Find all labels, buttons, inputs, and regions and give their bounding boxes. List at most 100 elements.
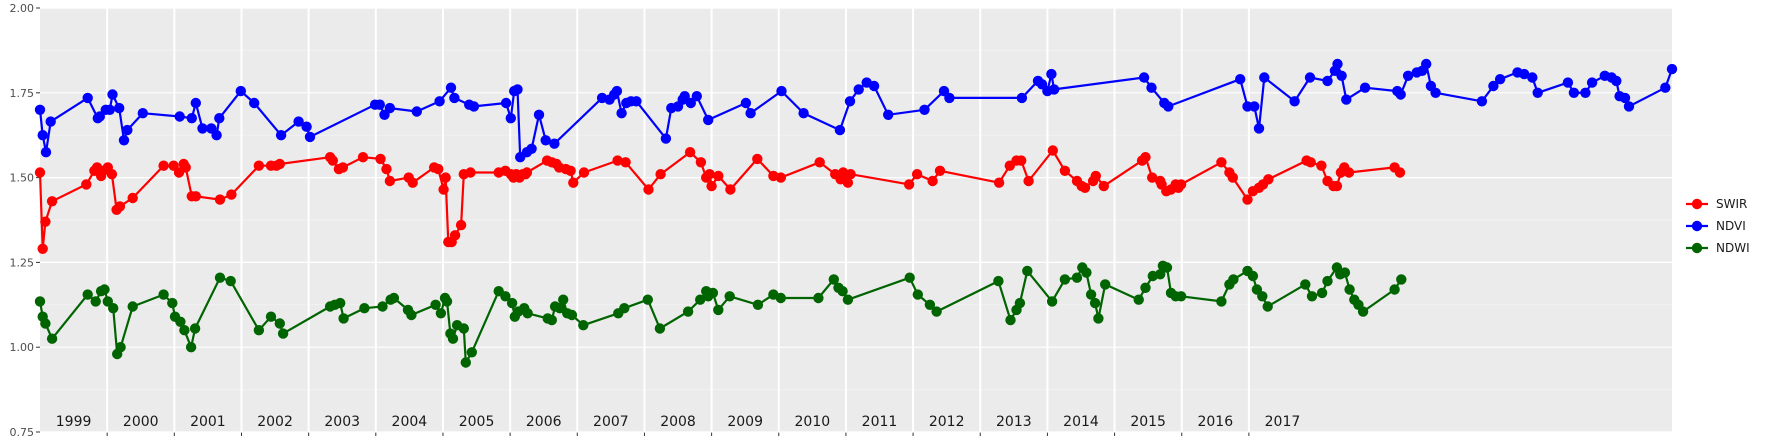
swir-point <box>903 179 915 190</box>
ndwi-point <box>654 323 666 334</box>
ndwi-point <box>1306 291 1318 302</box>
ndvi-point <box>1527 72 1538 83</box>
swir-point <box>934 165 946 176</box>
ndwi-point <box>546 314 557 326</box>
swir-point <box>620 157 631 168</box>
swir-point <box>327 155 338 166</box>
ndvi-point <box>1666 63 1678 75</box>
ndwi-point <box>695 294 706 305</box>
ndvi-point <box>374 99 385 110</box>
ndvi-point <box>740 97 752 109</box>
swir-point <box>845 169 856 180</box>
ndvi-point <box>1304 72 1316 83</box>
swir-point <box>158 160 169 171</box>
year-label: 2014 <box>1063 414 1099 430</box>
swir-point <box>1305 157 1316 168</box>
swir-point <box>1079 182 1091 193</box>
ndwi-point <box>554 303 565 314</box>
legend-key-swir-point <box>1691 198 1703 210</box>
ndwi-point <box>842 294 854 305</box>
swir-point <box>253 160 265 171</box>
swir-point <box>775 172 786 183</box>
ndvi-point <box>445 82 457 93</box>
swir-point <box>375 153 386 165</box>
ndwi-point <box>752 299 764 310</box>
ndwi-point <box>167 297 178 309</box>
ndvi-point <box>1048 84 1060 95</box>
ndvi-point <box>685 97 696 109</box>
swir-point <box>1098 180 1110 192</box>
ndwi-point <box>642 294 653 305</box>
year-label: 2010 <box>795 414 831 430</box>
ndvi-point <box>249 97 260 109</box>
swir-point <box>1090 170 1102 182</box>
year-label: 2017 <box>1265 414 1301 430</box>
swir-point <box>655 169 666 180</box>
ndvi-point <box>1259 72 1270 83</box>
ndwi-point <box>359 303 370 314</box>
ndvi-point <box>82 92 93 104</box>
ndvi-point <box>944 92 955 104</box>
swir-point <box>337 162 349 173</box>
ndvi-point <box>137 108 148 119</box>
ndwi-point <box>558 294 569 305</box>
ndwi-point <box>46 333 58 344</box>
swir-point <box>1059 165 1071 176</box>
year-label: 2012 <box>929 414 965 430</box>
swir-point <box>725 184 736 195</box>
ndvi-point <box>1016 92 1028 104</box>
ndvi-point <box>1163 101 1174 112</box>
ndwi-point <box>1339 267 1351 278</box>
ndwi-point <box>1389 284 1400 295</box>
year-label: 2008 <box>660 414 696 430</box>
ndwi-point <box>1396 274 1407 285</box>
year-label: 2006 <box>526 414 562 430</box>
ndvi-point <box>500 97 512 109</box>
ndwi-point <box>115 342 126 353</box>
ndwi-point <box>500 291 511 302</box>
ndwi-point <box>578 320 589 331</box>
ndwi-point <box>1005 314 1016 326</box>
ndvi-point <box>691 91 702 102</box>
swir-point <box>1023 175 1034 187</box>
ndwi-point <box>707 287 719 299</box>
ndwi-point <box>458 323 469 334</box>
ndvi-point <box>118 135 130 146</box>
ndwi-point <box>1161 262 1173 273</box>
ndvi-point <box>1488 80 1499 92</box>
swir-point <box>1140 152 1151 163</box>
ndvi-point <box>1519 68 1530 80</box>
swir-point <box>695 157 707 168</box>
ndwi-point <box>837 286 848 297</box>
ndvi-point <box>512 84 523 95</box>
ndwi-point <box>724 291 735 302</box>
y-tick-label: 0.75 <box>10 426 35 439</box>
ndvi-point <box>1586 77 1598 88</box>
ndwi-point <box>338 313 349 324</box>
swir-point <box>37 243 48 254</box>
swir-point <box>1394 167 1406 178</box>
ndwi-point <box>406 309 417 321</box>
ndvi-point <box>122 124 133 136</box>
swir-point <box>214 194 226 205</box>
ndvi-point <box>1402 70 1414 82</box>
swir-point <box>106 169 118 180</box>
ndwi-point <box>179 325 190 336</box>
swir-point <box>34 167 46 178</box>
swir-point <box>1016 155 1027 166</box>
ndvi-point <box>679 91 690 102</box>
ndwi-point <box>1257 291 1268 302</box>
ndvi-point <box>107 89 118 100</box>
ndvi-point <box>834 124 846 136</box>
ndwi-point <box>99 284 110 295</box>
ndvi-point <box>1322 75 1333 87</box>
year-label: 1999 <box>56 414 92 430</box>
swir-point <box>706 180 717 192</box>
ndvi-point <box>211 130 222 141</box>
swir-point <box>440 172 451 183</box>
ndvi-point <box>45 116 56 127</box>
ndvi-point <box>1289 96 1300 107</box>
ndvi-point <box>275 130 287 141</box>
swir-point <box>568 177 579 188</box>
swir-point <box>565 165 576 176</box>
